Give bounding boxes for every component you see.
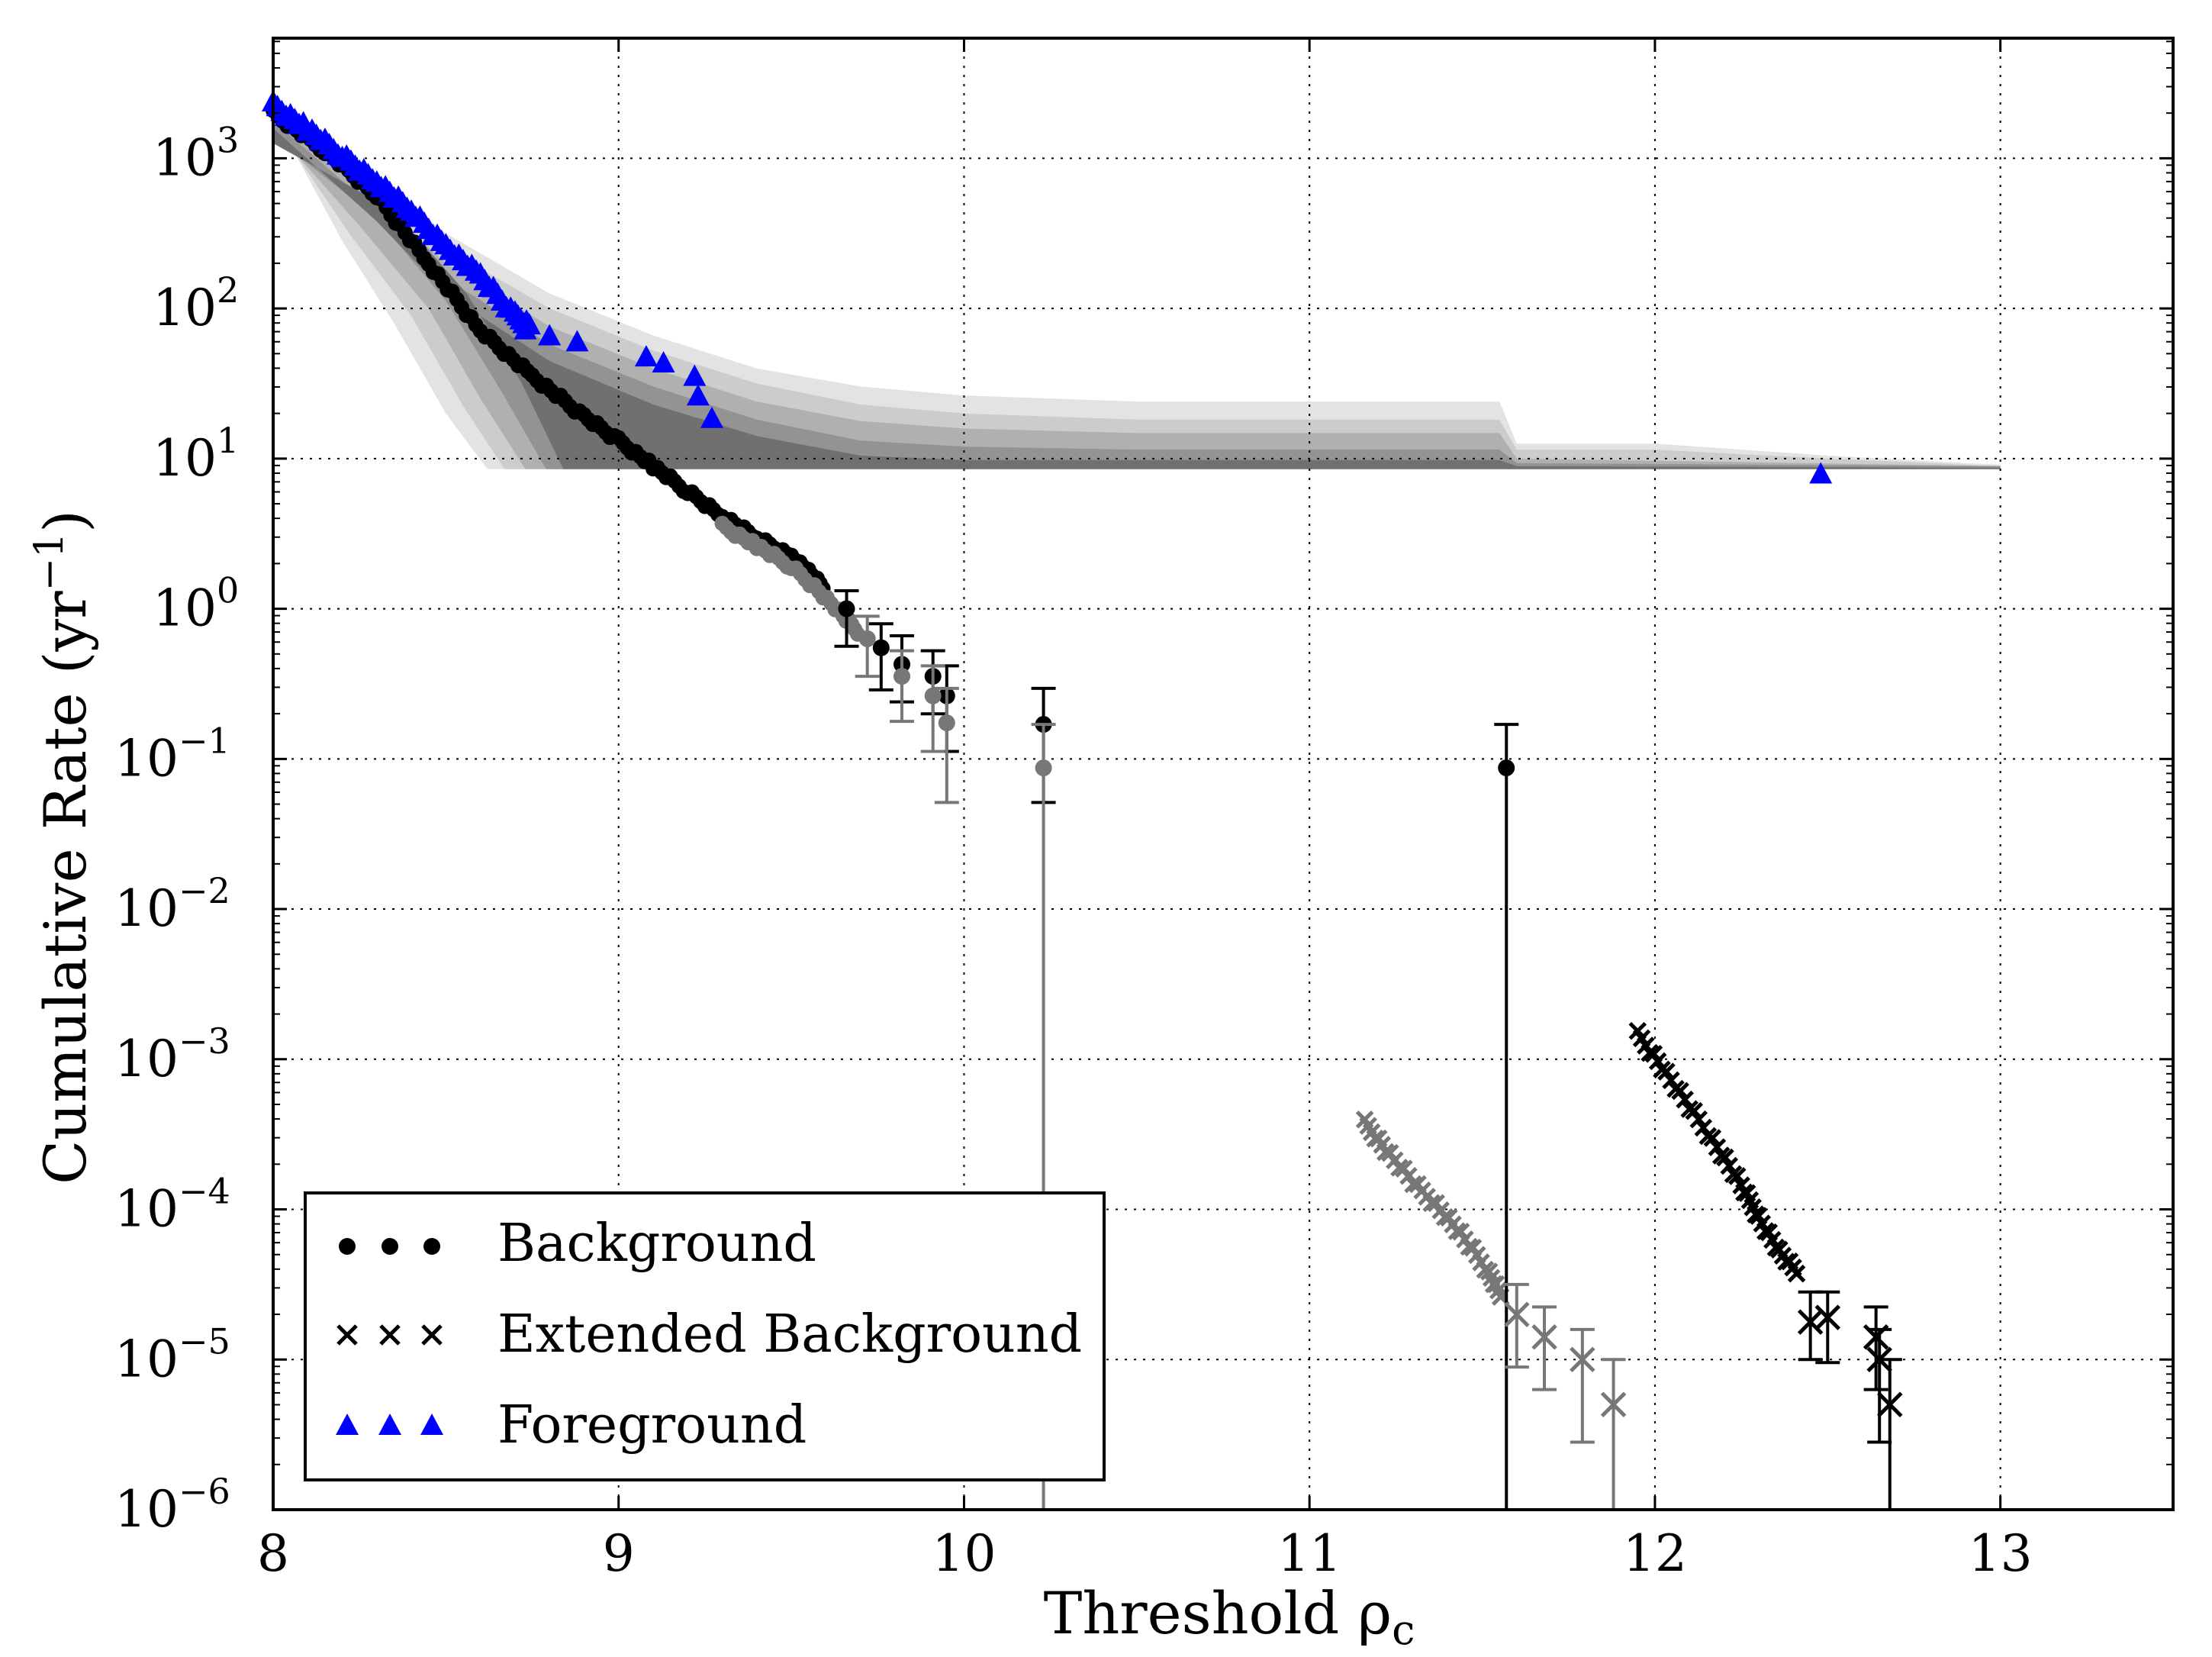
- data-point: [1876, 1391, 1903, 1418]
- x-tick-label: 12: [1623, 1524, 1687, 1583]
- data-point: [1814, 1304, 1841, 1330]
- track-1: [714, 515, 865, 642]
- data-point: [1531, 1323, 1557, 1350]
- data-layer: [262, 89, 1903, 1510]
- y-tick-label: 103: [153, 119, 239, 187]
- y-tick-label: 102: [153, 269, 239, 337]
- data-point: [686, 384, 710, 406]
- confidence-bands: [273, 98, 2001, 469]
- y-tick-label: 10−5: [114, 1320, 230, 1388]
- track-point: [1657, 1062, 1676, 1081]
- data-point: [1863, 1323, 1889, 1350]
- y-tick-label: 10−1: [114, 720, 230, 788]
- legend-marker-background: [339, 1238, 440, 1255]
- data-point: [1866, 1346, 1892, 1373]
- data-point: [700, 406, 723, 428]
- x-tick-label: 9: [603, 1524, 635, 1583]
- track-3: [1355, 1111, 1510, 1306]
- x-tick-labels: 8 9 10 11 12 13: [257, 1524, 2033, 1583]
- legend-marker-extended-background: [336, 1324, 443, 1346]
- track-point: [1689, 1110, 1708, 1129]
- track-point: [1703, 1129, 1722, 1147]
- track-4: [262, 89, 541, 335]
- x-tick-label: 11: [1277, 1524, 1341, 1583]
- track-point: [1404, 1175, 1422, 1194]
- data-point: [683, 364, 707, 386]
- data-point: [938, 714, 955, 732]
- series-4: [514, 318, 1833, 484]
- data-point: [1498, 759, 1515, 777]
- data-point: [893, 668, 910, 685]
- y-tick-label: 100: [153, 570, 239, 638]
- track-2: [1628, 1021, 1806, 1283]
- x-tick-label: 8: [257, 1524, 289, 1583]
- track-point: [1671, 1082, 1689, 1101]
- data-point: [924, 687, 942, 704]
- y-tick-label: 10−2: [114, 870, 230, 938]
- track-point: [1685, 1101, 1703, 1120]
- x-axis-label: Threshold ρc: [1044, 1579, 1415, 1654]
- axes-frame: [272, 37, 2175, 1511]
- legend-label-background: Background: [497, 1214, 816, 1274]
- band-sigma4: [273, 105, 2001, 469]
- legend: Background Extended Background Foregroun…: [304, 1191, 1106, 1481]
- data-point: [1570, 1346, 1595, 1373]
- data-point: [1504, 1301, 1530, 1328]
- data-point: [1600, 1391, 1627, 1418]
- data-point: [634, 345, 658, 367]
- data-point: [514, 318, 537, 340]
- series-2: [1797, 1290, 1903, 1510]
- y-tick-label: 10−6: [114, 1471, 230, 1539]
- y-axis-label: Cumulative Rate (yr−1): [27, 510, 99, 1185]
- y-tick-label: 101: [153, 420, 239, 488]
- y-tick-labels: 103 102 101 100 10−1 10−2 10−3 10−4 10−5 10−6: [114, 119, 239, 1539]
- track-point: [1787, 1264, 1806, 1283]
- data-point: [1809, 462, 1833, 484]
- track-point: [1728, 1167, 1747, 1185]
- data-point: [1035, 759, 1052, 777]
- data-point: [858, 630, 876, 647]
- series-3: [1504, 1282, 1627, 1510]
- data-point: [538, 324, 562, 346]
- legend-label-extended-background: Extended Background: [497, 1304, 1082, 1365]
- x-tick-label: 10: [932, 1524, 996, 1583]
- data-point: [838, 600, 855, 617]
- y-tick-label: 10−3: [114, 1020, 230, 1088]
- legend-marker-foreground: [336, 1414, 443, 1435]
- x-tick-label: 13: [1969, 1524, 2033, 1583]
- data-point: [872, 639, 890, 656]
- legend-label-foreground: Foreground: [497, 1395, 807, 1456]
- data-point: [652, 350, 675, 372]
- y-tick-label: 10−4: [114, 1171, 230, 1239]
- data-point: [565, 330, 589, 352]
